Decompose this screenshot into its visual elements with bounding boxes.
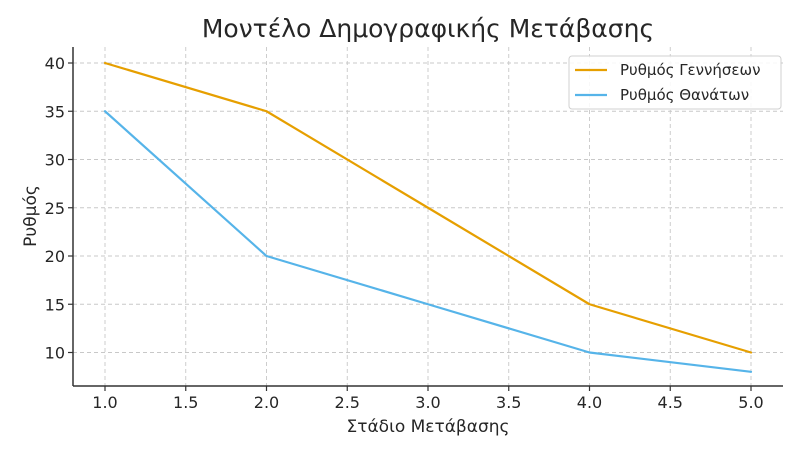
legend: Ρυθμός Γεννήσεων Ρυθμός Θανάτων bbox=[568, 55, 782, 110]
y-axis-label: Ρυθμός bbox=[21, 185, 41, 247]
x-axis-label: Στάδιο Μετάβασης bbox=[346, 417, 509, 437]
x-tick-label: 4.5 bbox=[658, 393, 683, 412]
y-tick-label: 10 bbox=[45, 344, 65, 363]
y-axis-ticks: 10 15 20 25 30 35 40 bbox=[45, 54, 73, 363]
y-tick-label: 25 bbox=[45, 199, 65, 218]
y-tick-label: 40 bbox=[45, 54, 65, 73]
x-tick-label: 1.5 bbox=[173, 393, 198, 412]
x-axis-ticks: 1.0 1.5 2.0 2.5 3.0 3.5 4.0 4.5 5.0 bbox=[92, 386, 764, 412]
x-tick-label: 1.0 bbox=[92, 393, 117, 412]
y-tick-label: 15 bbox=[45, 295, 65, 314]
y-tick-label: 20 bbox=[45, 247, 65, 266]
y-tick-label: 30 bbox=[45, 151, 65, 170]
legend-label-deaths: Ρυθμός Θανάτων bbox=[620, 86, 749, 104]
x-tick-label: 3.5 bbox=[496, 393, 521, 412]
legend-label-births: Ρυθμός Γεννήσεων bbox=[620, 61, 760, 79]
x-tick-label: 5.0 bbox=[738, 393, 763, 412]
x-tick-label: 3.0 bbox=[415, 393, 440, 412]
legend-box bbox=[568, 55, 782, 110]
y-tick-label: 35 bbox=[45, 102, 65, 121]
chart-title: Μοντέλο Δημογραφικής Μετάβασης bbox=[202, 14, 654, 43]
series-lines bbox=[103, 61, 753, 373]
x-tick-label: 4.0 bbox=[577, 393, 602, 412]
x-tick-label: 2.5 bbox=[335, 393, 360, 412]
births-line bbox=[103, 61, 753, 354]
deaths-line bbox=[103, 110, 753, 373]
x-tick-label: 2.0 bbox=[254, 393, 279, 412]
